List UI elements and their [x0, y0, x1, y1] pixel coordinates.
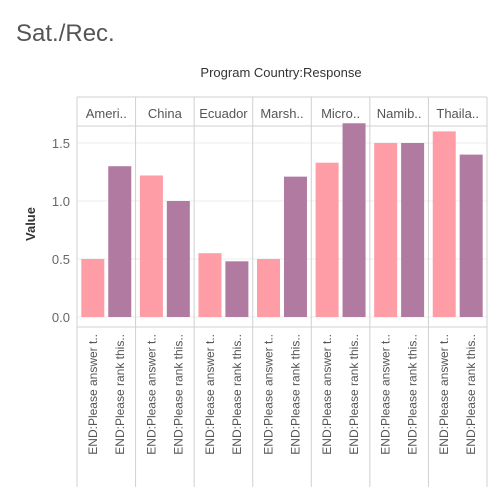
facet-header-label: Namib.. [377, 106, 422, 121]
bar [257, 259, 281, 317]
facet-header-label: Micro.. [321, 106, 360, 121]
chart-title: Sat./Rec. [16, 20, 115, 47]
y-axis-label: Value [23, 207, 38, 241]
bar [342, 123, 366, 317]
y-tick-label: 1.5 [52, 136, 70, 151]
y-tick-label: 1.0 [52, 194, 70, 209]
facet-header-label: Ecuador [199, 106, 248, 121]
x-tick-label: END:Please rank this.. [406, 334, 420, 455]
bar [166, 201, 190, 317]
y-tick-label: 0.0 [52, 310, 70, 325]
y-tick-label: 0.5 [52, 252, 70, 267]
facet-header-label: China [148, 106, 183, 121]
y-axis: Value 0.0 0.5 1.0 1.5 [23, 136, 70, 325]
x-tick-label: END:Please rank this.. [464, 334, 478, 455]
bar [108, 166, 132, 317]
x-tick-label: END:Please answer t.. [320, 334, 334, 455]
x-tick-label: END:Please answer t.. [379, 334, 393, 455]
bar [198, 253, 222, 317]
bar [283, 176, 307, 317]
x-tick-label: END:Please rank this.. [171, 334, 185, 455]
x-tick-labels: END:Please answer t.. END:Please rank thi… [86, 334, 478, 455]
x-tick-label: END:Please answer t.. [437, 334, 451, 455]
bar [315, 162, 339, 317]
x-tick-label: END:Please rank this.. [230, 334, 244, 455]
x-tick-label: END:Please answer t.. [203, 334, 217, 455]
bar [432, 131, 456, 317]
facet-header-label: Marsh.. [260, 106, 303, 121]
x-tick-label: END:Please answer t.. [262, 334, 276, 455]
bars [81, 123, 483, 317]
bar [81, 259, 105, 317]
column-header-title: Program Country:Response [200, 65, 361, 80]
x-tick-label: END:Please rank this.. [113, 334, 127, 455]
facet-header-label: Thaila.. [436, 106, 479, 121]
bar [139, 175, 163, 317]
bar [459, 154, 483, 317]
bar [401, 143, 425, 317]
gridlines [76, 97, 488, 487]
x-tick-label: END:Please answer t.. [144, 334, 158, 455]
facet-headers: Program Country:Response Ameri.. China Ecu… [77, 65, 487, 127]
bar [374, 143, 398, 317]
facet-header-label: Ameri.. [86, 106, 127, 121]
x-tick-label: END:Please rank this.. [347, 334, 361, 455]
x-tick-label: END:Please rank this.. [288, 334, 302, 455]
x-tick-label: END:Please answer t.. [86, 334, 100, 455]
bar [225, 261, 249, 317]
